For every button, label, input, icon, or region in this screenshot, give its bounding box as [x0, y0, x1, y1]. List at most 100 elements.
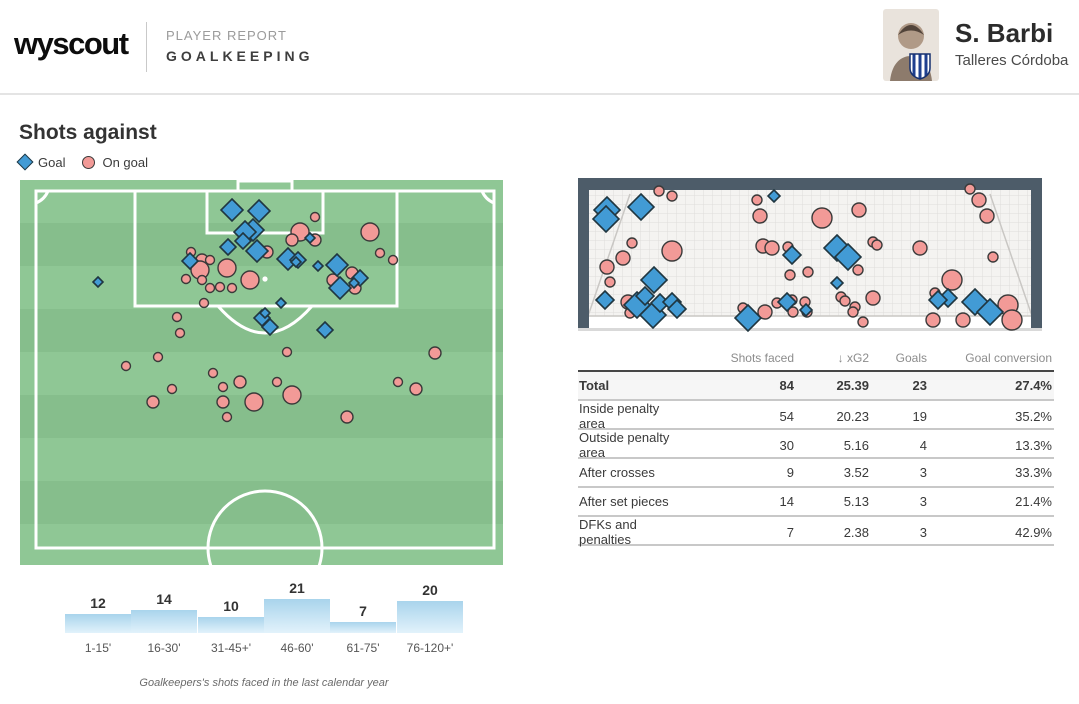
bar-value-label: 20	[422, 582, 438, 598]
goal-marker	[315, 320, 335, 340]
goal-marker	[975, 297, 1005, 327]
goal-marker	[91, 275, 105, 289]
on-goal-marker	[839, 295, 851, 307]
on-goal-marker	[217, 258, 237, 278]
goals-value: 4	[919, 437, 927, 453]
on-goal-marker	[198, 297, 210, 309]
bar-value-label: 14	[156, 591, 172, 607]
on-goal-marker	[971, 192, 987, 208]
on-goal-marker	[387, 254, 399, 266]
on-goal-marker	[392, 376, 404, 388]
bar-category-label: 61-75'	[346, 641, 380, 655]
on-goal-marker	[196, 274, 208, 286]
on-goal-marker	[1001, 309, 1023, 331]
xg2-value: 20.23	[836, 408, 869, 424]
bar	[397, 601, 463, 633]
on-goal-marker	[912, 240, 928, 256]
row-label: Outside penalty area	[579, 430, 670, 460]
xg2-value: 5.16	[843, 437, 869, 453]
bar-category-label: 46-60'	[280, 641, 314, 655]
goal-marker	[324, 252, 350, 278]
on-goal-marker	[204, 254, 216, 266]
goal-marker	[798, 302, 814, 318]
conversion-value: 21.4%	[1015, 494, 1052, 509]
conversion-value: 35.2%	[1015, 408, 1052, 424]
on-goal-marker	[987, 251, 999, 263]
bar-category-label: 76-120+'	[406, 641, 454, 655]
on-goal-marker	[599, 259, 615, 275]
bar-value-label: 21	[289, 580, 305, 596]
on-goal-marker	[207, 367, 219, 379]
on-goal-marker	[811, 207, 833, 229]
goal-marker	[733, 303, 763, 333]
on-goal-marker	[851, 202, 867, 218]
column-header: Goals	[895, 351, 927, 365]
on-goal-marker	[979, 208, 995, 224]
goals-value: 3	[919, 524, 927, 540]
on-goal-marker	[281, 346, 293, 358]
goal-legend-label: Goal	[38, 154, 66, 170]
on-goal-marker	[787, 306, 799, 318]
pitch-svg	[20, 179, 503, 607]
goal-marker	[258, 306, 272, 320]
on-goal-marker	[615, 250, 631, 266]
bar-category-label: 1-15'	[84, 641, 112, 655]
shots-faced-value: 84	[779, 378, 794, 393]
goal-legend-icon	[16, 153, 34, 171]
on-goal-marker	[285, 233, 299, 247]
bar-category-label: 31-45+'	[211, 641, 251, 655]
goals-value: 23	[912, 378, 927, 393]
goal-markers	[91, 197, 370, 340]
goal-marker	[347, 276, 361, 290]
bar-value-label: 7	[359, 603, 367, 619]
club-badge-icon	[908, 52, 932, 80]
on-goal-marker	[409, 382, 423, 396]
on-goal-marker	[146, 395, 160, 409]
table-row: Total 84 25.39 23 27.4%	[578, 372, 1054, 401]
row-label: After set pieces	[579, 494, 669, 509]
on-goal-marker	[604, 276, 616, 288]
on-goal-marker	[166, 383, 178, 395]
xg2-value: 5.13	[843, 494, 869, 509]
bar	[131, 610, 197, 633]
goal-marker	[927, 289, 949, 311]
on-goal-marker	[152, 351, 164, 363]
goals-value: 3	[919, 465, 927, 480]
table-row: Inside penalty area 54 20.23 19 35.2%	[578, 401, 1054, 431]
pitch-shot-map	[20, 179, 503, 607]
row-label: After crosses	[579, 465, 655, 480]
on-goal-marker	[360, 222, 380, 242]
goal-marker	[311, 259, 325, 273]
goal-marker	[327, 275, 353, 301]
player-name: S. Barbi	[955, 18, 1054, 48]
section-title: Shots against	[19, 121, 157, 144]
goal-marker	[303, 231, 317, 245]
goal-marker	[233, 231, 253, 251]
on-goal-marker	[214, 281, 226, 293]
on-goal-marker	[271, 376, 283, 388]
table-row: Outside penalty area 30 5.16 4 13.3%	[578, 430, 1054, 460]
goal-marker	[274, 296, 288, 310]
goal-markers	[591, 188, 1005, 333]
row-label: Inside penalty area	[579, 401, 660, 431]
on-goal-markers	[120, 211, 442, 424]
header: wyscout PLAYER REPORT GOALKEEPING S. Bar…	[0, 0, 1079, 95]
table-row: After set pieces 14 5.13 3 21.4%	[578, 488, 1054, 517]
row-label: DFKs and penalties	[579, 517, 637, 547]
on-goal-marker	[174, 327, 186, 339]
column-header: ↓ xG2	[837, 351, 869, 365]
shots-faced-value: 14	[779, 494, 794, 509]
on-goal-marker	[653, 185, 665, 197]
on-goal-marker	[180, 273, 192, 285]
goal-marker	[766, 188, 782, 204]
chart-caption: Goalkeepers's shots faced in the last ca…	[139, 677, 389, 689]
team-name: Talleres Córdoba	[955, 52, 1069, 69]
bar-value-label: 12	[90, 595, 106, 611]
conversion-value: 27.4%	[1015, 378, 1052, 393]
goal-marker	[591, 204, 621, 234]
on-goal-marker	[226, 282, 238, 294]
report-type-label: PLAYER REPORT	[166, 28, 287, 43]
goals-value: 3	[919, 494, 927, 509]
goal-marker	[639, 265, 669, 295]
goal-mouth-shot-map	[578, 178, 1042, 336]
